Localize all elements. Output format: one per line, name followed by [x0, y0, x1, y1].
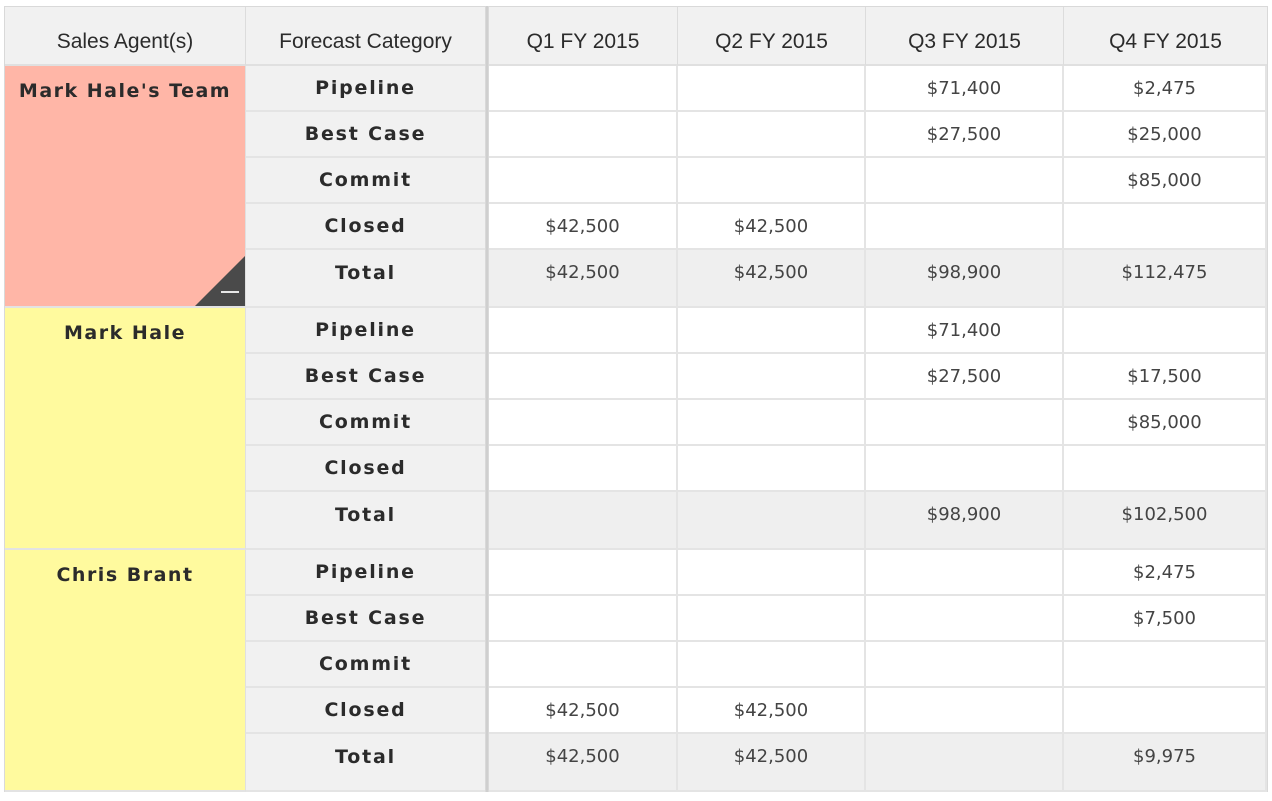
value-cell[interactable]: $71,400	[866, 308, 1064, 354]
value-cell[interactable]	[678, 66, 866, 112]
value-cell[interactable]	[489, 550, 678, 596]
agent-cell-mark-hale[interactable]: Mark Hale	[5, 308, 246, 550]
value-cell[interactable]: $2,475	[1064, 66, 1267, 112]
category-closed: Closed	[246, 446, 485, 492]
value-cell[interactable]	[1064, 688, 1267, 734]
value-cell[interactable]	[866, 204, 1064, 250]
category-commit: Commit	[246, 400, 485, 446]
category-pipeline: Pipeline	[246, 550, 485, 596]
value-cell[interactable]	[489, 400, 678, 446]
value-cell[interactable]: $25,000	[1064, 112, 1267, 158]
value-cell[interactable]	[489, 596, 678, 642]
value-cell[interactable]: $2,475	[1064, 550, 1267, 596]
value-cell[interactable]: $85,000	[1064, 400, 1267, 446]
value-cell[interactable]: $42,500	[489, 250, 678, 308]
value-cell[interactable]	[866, 596, 1064, 642]
header-q2[interactable]: Q2 FY 2015	[678, 7, 866, 66]
data-pane: Q1 FY 2015 Q2 FY 2015 Q3 FY 2015 Q4 FY 2…	[488, 6, 1268, 792]
value-cell[interactable]	[678, 642, 866, 688]
category-commit: Commit	[246, 642, 485, 688]
value-cell[interactable]	[678, 308, 866, 354]
value-cell[interactable]: $85,000	[1064, 158, 1267, 204]
value-cell[interactable]	[489, 354, 678, 400]
value-cell[interactable]	[678, 112, 866, 158]
corner-triangle	[195, 256, 245, 306]
header-q3[interactable]: Q3 FY 2015	[866, 7, 1064, 66]
value-cell[interactable]	[678, 400, 866, 446]
value-cell[interactable]	[489, 492, 678, 550]
value-cell[interactable]	[866, 550, 1064, 596]
value-cell[interactable]	[678, 596, 866, 642]
value-cell[interactable]: $102,500	[1064, 492, 1267, 550]
agent-name: Mark Hale	[64, 322, 186, 344]
value-cell[interactable]	[489, 446, 678, 492]
category-closed: Closed	[246, 688, 485, 734]
value-cell[interactable]: $98,900	[866, 250, 1064, 308]
value-cell[interactable]: $42,500	[489, 204, 678, 250]
value-cell[interactable]: $9,975	[1064, 734, 1267, 792]
value-cell[interactable]	[678, 492, 866, 550]
agent-name: Chris Brant	[56, 564, 194, 586]
category-total: Total	[246, 734, 485, 792]
category-best-case: Best Case	[246, 354, 485, 400]
value-cell[interactable]: $42,500	[678, 734, 866, 792]
value-cell[interactable]: $42,500	[678, 250, 866, 308]
value-cell[interactable]	[1064, 446, 1267, 492]
value-cell[interactable]	[866, 734, 1064, 792]
collapse-minus-icon	[221, 291, 239, 293]
value-cell[interactable]	[866, 688, 1064, 734]
value-cell[interactable]	[866, 158, 1064, 204]
value-cell[interactable]: $42,500	[678, 688, 866, 734]
category-closed: Closed	[246, 204, 485, 250]
category-best-case: Best Case	[246, 112, 485, 158]
category-commit: Commit	[246, 158, 485, 204]
value-cell[interactable]: $71,400	[866, 66, 1064, 112]
value-cell[interactable]	[1064, 642, 1267, 688]
agent-cell-mark-hale-s-team[interactable]: Mark Hale's Team	[5, 66, 246, 308]
value-cell[interactable]	[678, 550, 866, 596]
pane-divider	[486, 6, 488, 792]
header-sales-agents[interactable]: Sales Agent(s)	[5, 7, 246, 66]
value-cell[interactable]	[678, 354, 866, 400]
value-cell[interactable]	[866, 446, 1064, 492]
agent-cell-chris-brant[interactable]: Chris Brant	[5, 550, 246, 792]
value-cell[interactable]	[1064, 204, 1267, 250]
value-cell[interactable]: $42,500	[489, 734, 678, 792]
value-cell[interactable]	[489, 642, 678, 688]
value-cell[interactable]	[678, 446, 866, 492]
header-q1[interactable]: Q1 FY 2015	[489, 7, 678, 66]
category-pipeline: Pipeline	[246, 308, 485, 354]
category-total: Total	[246, 492, 485, 550]
collapse-toggle-button[interactable]	[195, 256, 245, 306]
value-cell[interactable]: $42,500	[489, 688, 678, 734]
category-best-case: Best Case	[246, 596, 485, 642]
header-q4[interactable]: Q4 FY 2015	[1064, 7, 1267, 66]
value-cell[interactable]: $27,500	[866, 112, 1064, 158]
value-cell[interactable]: $112,475	[1064, 250, 1267, 308]
category-pipeline: Pipeline	[246, 66, 485, 112]
category-total: Total	[246, 250, 485, 308]
value-cell[interactable]: $98,900	[866, 492, 1064, 550]
agent-name: Mark Hale's Team	[18, 80, 232, 102]
value-cell[interactable]	[489, 308, 678, 354]
value-cell[interactable]	[678, 158, 866, 204]
value-cell[interactable]	[489, 66, 678, 112]
value-cell[interactable]	[489, 158, 678, 204]
value-cell[interactable]	[1064, 308, 1267, 354]
value-cell[interactable]: $42,500	[678, 204, 866, 250]
value-cell[interactable]	[866, 642, 1064, 688]
value-cell[interactable]: $27,500	[866, 354, 1064, 400]
value-cell[interactable]: $7,500	[1064, 596, 1267, 642]
value-cell[interactable]	[489, 112, 678, 158]
value-cell[interactable]	[866, 400, 1064, 446]
header-forecast-category[interactable]: Forecast Category	[246, 7, 485, 66]
forecast-grid: Sales Agent(s) Forecast Category Mark Ha…	[4, 6, 1268, 792]
value-cell[interactable]: $17,500	[1064, 354, 1267, 400]
frozen-pane: Sales Agent(s) Forecast Category Mark Ha…	[4, 6, 486, 792]
